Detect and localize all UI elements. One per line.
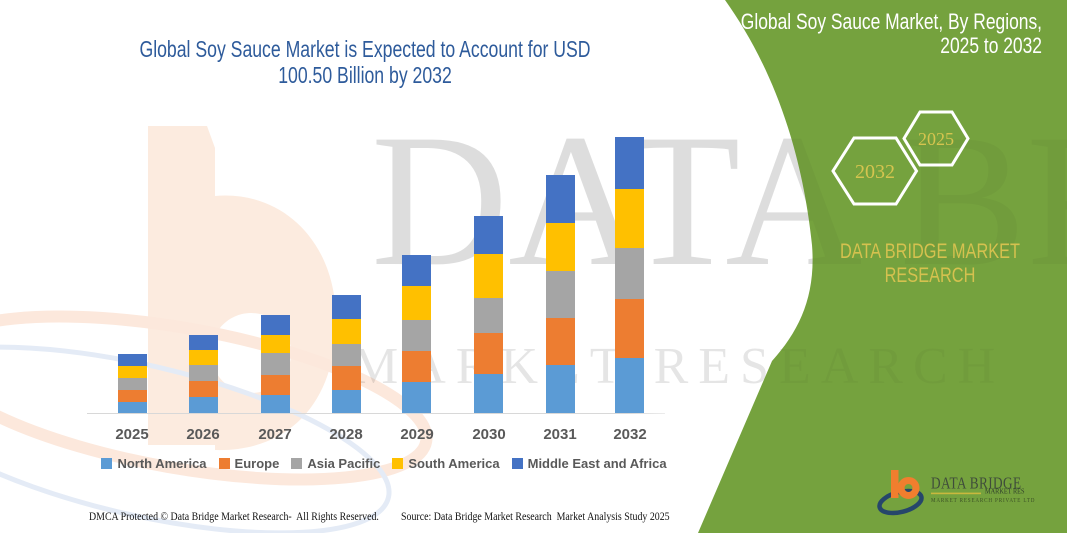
- svg-text:2025: 2025: [918, 129, 954, 149]
- svg-text:2032: 2032: [855, 161, 895, 183]
- svg-text:MARKET RES: MARKET RES: [985, 488, 1025, 495]
- svg-text:DATA BRIDGE: DATA BRIDGE: [931, 474, 1021, 493]
- svg-text:MARKET RESEARCH PRIVATE LTD: MARKET RESEARCH PRIVATE LTD: [931, 497, 1035, 503]
